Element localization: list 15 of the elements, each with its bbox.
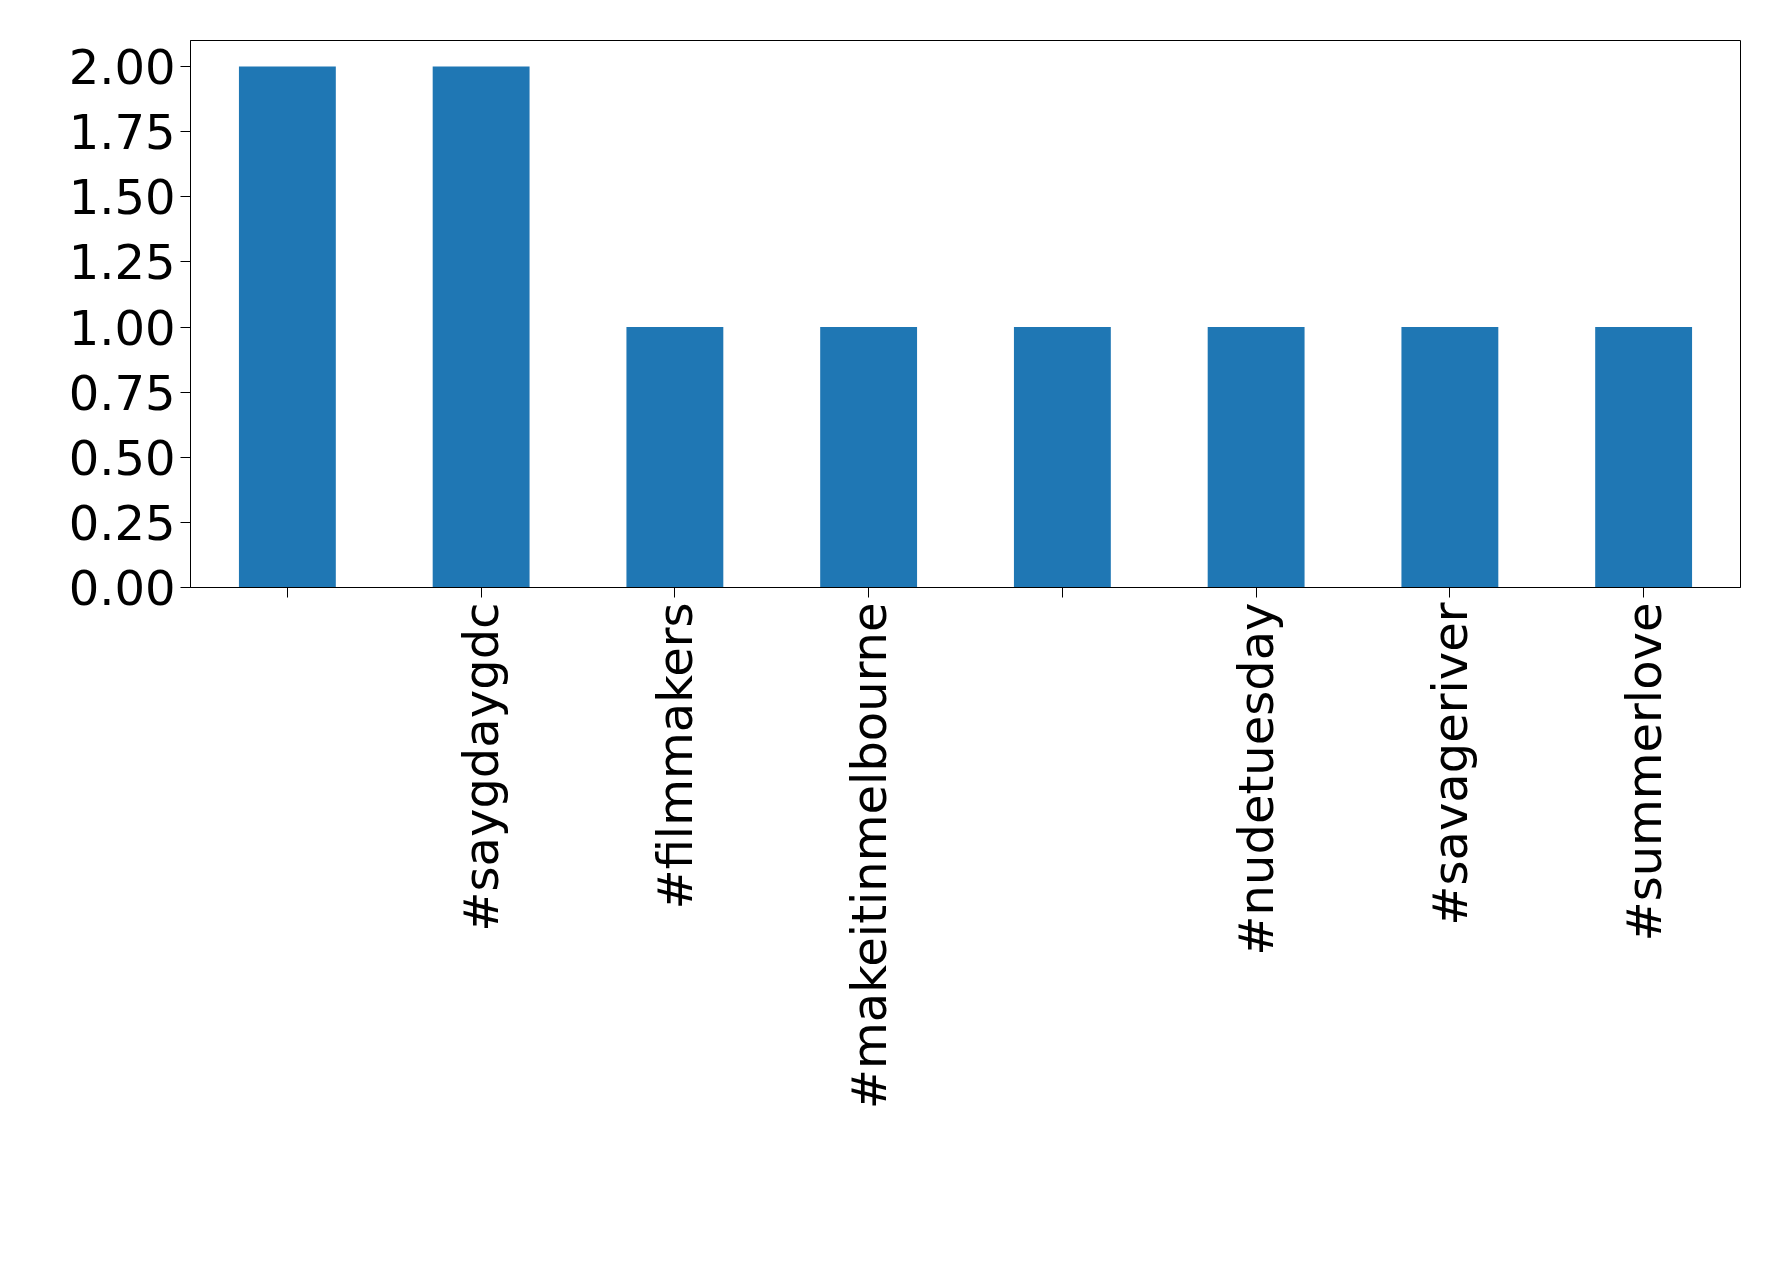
x-tick-label: #filmmakers (646, 602, 703, 910)
x-tick-label: #summerlove (1615, 602, 1672, 942)
y-tick-label: 1.25 (68, 234, 176, 291)
y-tick-label: 0.00 (68, 560, 176, 616)
y-tick-label: 0.25 (68, 494, 176, 551)
y-tick-label: 0.50 (68, 429, 176, 486)
y-tick-label: 0.75 (68, 364, 176, 421)
y-tick-label: 1.00 (68, 299, 176, 356)
y-tick-label: 2.00 (68, 39, 176, 96)
x-tick-label: #saygdaygdc (453, 602, 510, 932)
x-tick-label: #makeitinmelbourne (840, 602, 897, 1110)
y-tick-label: 1.50 (68, 169, 176, 226)
y-tick-label: 1.75 (68, 104, 176, 161)
x-tick-label: #savageriver (1421, 602, 1478, 926)
x-tick-label: #nudetuesday (1228, 602, 1285, 956)
